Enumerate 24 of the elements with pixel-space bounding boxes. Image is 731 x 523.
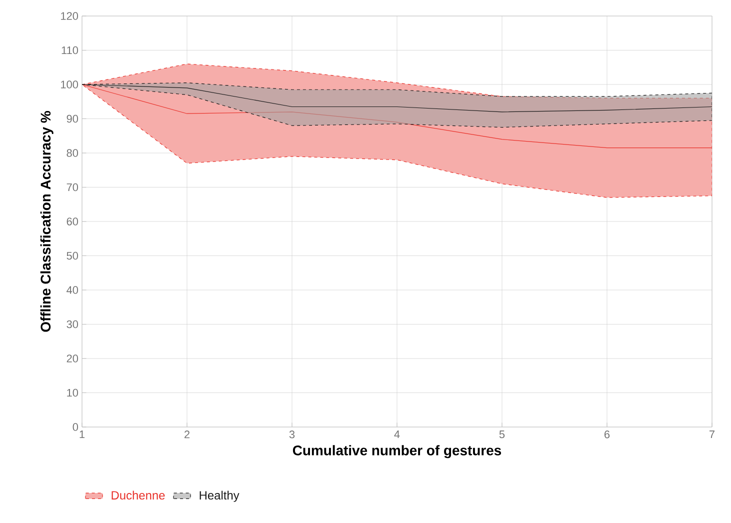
y-tick-label: 60	[66, 218, 78, 226]
y-tick-label: 90	[66, 114, 78, 123]
x-tick-label: 3	[289, 430, 295, 438]
legend-label: Duchenne	[112, 490, 165, 500]
x-axis-title: Cumulative number of gestures	[292, 445, 502, 458]
y-tick-label: 100	[61, 80, 78, 88]
x-tick-label: 7	[710, 430, 714, 438]
y-tick-label: 50	[66, 252, 78, 260]
x-tick-label: 6	[604, 430, 610, 438]
y-tick-label: 20	[66, 354, 78, 362]
y-tick-label: 40	[66, 286, 78, 294]
y-tick-label: 80	[66, 149, 78, 157]
x-tick-label: 5	[499, 430, 505, 438]
y-tick-label: 30	[66, 320, 78, 328]
y-tick-label: 120	[61, 12, 78, 20]
y-tick-label: 70	[66, 183, 78, 192]
legend-label: Healthy	[200, 490, 240, 502]
y-axis-title: Offline Classification Accuracy %	[40, 111, 54, 332]
x-tick-label: 2	[184, 430, 190, 438]
x-tick-label: 1	[80, 430, 85, 438]
y-tick-label: 110	[62, 46, 78, 54]
y-tick-label: 10	[67, 388, 78, 397]
y-tick-label: 0	[72, 423, 78, 431]
x-tick-label: 4	[394, 430, 400, 438]
